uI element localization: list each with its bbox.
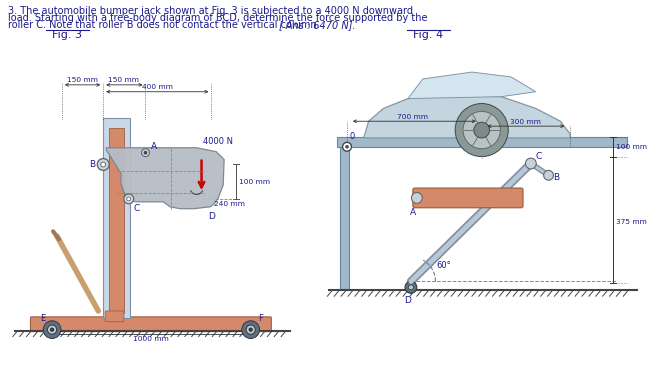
Circle shape — [246, 325, 255, 334]
Circle shape — [127, 197, 131, 201]
Circle shape — [474, 122, 490, 138]
Text: F: F — [258, 314, 263, 323]
Circle shape — [242, 321, 260, 338]
Circle shape — [101, 162, 105, 167]
Circle shape — [342, 142, 352, 151]
Text: 240 mm: 240 mm — [214, 201, 245, 207]
Circle shape — [249, 328, 253, 331]
Text: [ Ans : 6470 N].: [ Ans : 6470 N]. — [279, 20, 355, 30]
Text: A: A — [152, 142, 158, 151]
Circle shape — [43, 321, 61, 338]
Bar — [109, 128, 124, 313]
Text: D: D — [404, 296, 411, 305]
Bar — [337, 137, 627, 147]
Text: 375 mm: 375 mm — [616, 219, 647, 226]
Circle shape — [411, 192, 422, 203]
Text: C: C — [536, 152, 542, 161]
Text: 150 mm: 150 mm — [67, 77, 98, 83]
Circle shape — [98, 159, 109, 171]
Circle shape — [48, 325, 57, 334]
Text: D: D — [208, 212, 215, 221]
Text: 1000 mm: 1000 mm — [133, 336, 169, 341]
Text: 150 mm: 150 mm — [108, 77, 139, 83]
Text: roller C. Note that roller B does not contact the vertical column.: roller C. Note that roller B does not co… — [8, 20, 323, 30]
FancyBboxPatch shape — [413, 188, 523, 208]
Circle shape — [463, 111, 501, 149]
Circle shape — [408, 285, 413, 290]
Circle shape — [345, 145, 349, 149]
Text: 400 mm: 400 mm — [142, 84, 173, 90]
Circle shape — [144, 151, 147, 154]
Text: B: B — [89, 160, 95, 169]
Text: B: B — [553, 173, 560, 182]
Circle shape — [525, 158, 536, 169]
Circle shape — [405, 281, 417, 293]
Circle shape — [124, 194, 133, 204]
Circle shape — [544, 171, 553, 180]
Circle shape — [455, 104, 508, 157]
Text: Fig. 4: Fig. 4 — [413, 30, 443, 40]
FancyBboxPatch shape — [105, 311, 124, 322]
Polygon shape — [364, 95, 570, 138]
Text: A: A — [410, 208, 416, 217]
FancyBboxPatch shape — [31, 317, 271, 331]
Text: C: C — [133, 204, 140, 213]
Text: Fig. 3: Fig. 3 — [52, 30, 82, 40]
Text: 4000 N: 4000 N — [204, 137, 234, 146]
Circle shape — [51, 328, 53, 331]
Polygon shape — [106, 148, 224, 209]
Text: 100 mm: 100 mm — [239, 179, 270, 185]
Text: load. Starting with a free-body diagram of BCD, determine the force supported by: load. Starting with a free-body diagram … — [8, 13, 427, 23]
Text: 100 mm: 100 mm — [616, 144, 648, 150]
Text: 3. The automobile bumper jack shown at Fig. 3 is subjected to a 4000 N downward: 3. The automobile bumper jack shown at F… — [8, 6, 413, 16]
Text: 0: 0 — [350, 132, 355, 141]
Polygon shape — [408, 72, 536, 99]
Text: 700 mm: 700 mm — [397, 114, 428, 120]
Bar — [104, 118, 130, 318]
Text: E: E — [40, 314, 45, 323]
Text: 300 mm: 300 mm — [510, 119, 542, 125]
Text: 60°: 60° — [436, 261, 451, 270]
Circle shape — [141, 149, 150, 157]
Bar — [340, 147, 349, 290]
